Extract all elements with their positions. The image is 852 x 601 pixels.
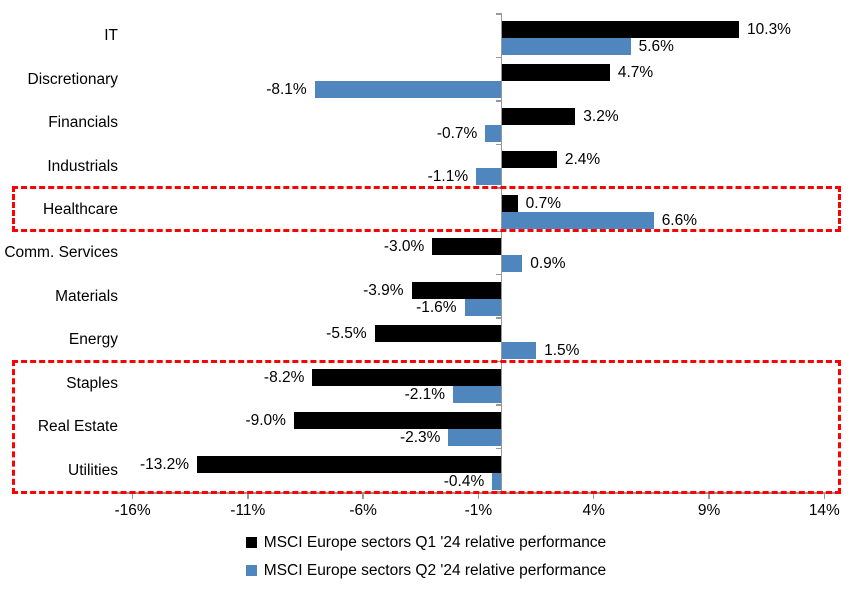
legend-label-q2: MSCI Europe sectors Q2 '24 relative perf… [263,562,607,579]
bar-q2 [485,124,502,142]
bar-value-label: -8.1% [266,81,307,99]
legend-label-q1: MSCI Europe sectors Q1 '24 relative perf… [263,534,607,551]
bar-value-label: -0.7% [436,124,478,142]
bar-value-label: -13.2% [139,455,190,473]
y-axis-tick [495,187,502,189]
bar-q1 [432,238,502,256]
x-tick-label: 9% [697,502,721,519]
bar-q1 [501,194,518,212]
bar-value-label: 5.6% [638,38,674,55]
category-label: Comm. Services [4,244,118,262]
bar-value-label: -8.2% [263,368,305,386]
x-axis-tick [362,492,364,499]
legend: MSCI Europe sectors Q1 '24 relative perf… [0,534,852,579]
legend-item-q1: MSCI Europe sectors Q1 '24 relative perf… [245,534,607,551]
bar-q1 [501,64,610,82]
bar-q1 [501,151,557,169]
bar-q2 [476,168,502,186]
bar-q2 [501,38,631,55]
bar-q1 [374,325,502,343]
bar-q1 [411,281,502,299]
y-axis-tick [495,56,502,59]
bar-value-label: -2.3% [399,429,441,447]
x-axis-tick [131,492,134,499]
y-axis-tick [495,404,502,406]
x-tick-label: -6% [349,502,377,519]
bar-q2 [314,81,502,99]
bar-q1 [501,21,740,38]
y-axis-tick [495,100,502,102]
category-label: Healthcare [43,201,118,219]
bar-value-label: -2.1% [404,385,446,403]
y-axis-tick [495,317,502,319]
x-tick-label: -11% [230,502,266,519]
bar-q1 [293,412,502,430]
bar-value-label: -9.0% [245,412,286,430]
bar-q2 [448,429,502,447]
category-label: Staples [66,374,118,392]
category-label: Discretionary [27,70,118,88]
x-axis-tick [477,492,480,499]
bar-value-label: 4.7% [617,64,654,82]
y-axis-tick [495,13,502,15]
bar-value-label: -0.4% [443,472,485,490]
x-tick-label: -1% [464,502,493,519]
bar-q1 [197,455,502,473]
x-tick-label: 4% [582,502,605,519]
category-label: Real Estate [37,418,118,436]
category-label: Materials [55,287,118,305]
x-axis-tick [247,492,249,499]
category-label: Energy [68,331,118,349]
bar-q1 [501,107,576,125]
y-axis-tick [495,360,502,363]
bar-q2 [464,298,502,316]
legend-swatch-q1 [245,537,257,548]
bar-q2 [501,211,654,229]
y-axis-tick [495,143,502,146]
bar-q2 [501,342,537,360]
x-axis-tick [708,492,710,499]
y-axis-tick [495,230,502,233]
x-tick-label: 14% [808,502,840,519]
y-axis-tick [495,447,502,450]
bar-value-label: -1.6% [416,298,457,316]
bar-value-label: -5.5% [326,325,367,343]
bar-value-label: -3.9% [363,281,404,299]
bar-value-label: 1.5% [544,342,580,360]
y-axis-tick [495,273,502,276]
x-axis-line [112,492,838,494]
bar-value-label: 3.2% [583,107,619,125]
bar-value-label: -1.1% [427,168,469,186]
highlight-box [12,186,841,233]
category-label: Utilities [68,461,118,479]
category-label: Industrials [47,157,118,175]
bar-value-label: 2.4% [564,151,601,169]
x-axis-tick [823,492,826,499]
legend-swatch-q2 [245,565,257,576]
x-axis-tick [592,492,595,499]
y-axis-line [500,14,503,492]
bar-value-label: 0.7% [525,194,561,212]
bar-q2 [492,472,502,490]
x-tick-label: -16% [114,502,151,519]
category-label: Financials [48,114,118,132]
bar-q1 [312,368,502,386]
bar-q2 [453,385,502,403]
bar-value-label: 0.9% [530,255,566,273]
legend-item-q2: MSCI Europe sectors Q2 '24 relative perf… [245,562,607,579]
category-label: IT [104,27,118,45]
bar-q2 [501,255,523,273]
bar-value-label: 10.3% [747,21,791,38]
bar-value-label: 6.6% [661,211,698,229]
bar-value-label: -3.0% [383,238,425,256]
